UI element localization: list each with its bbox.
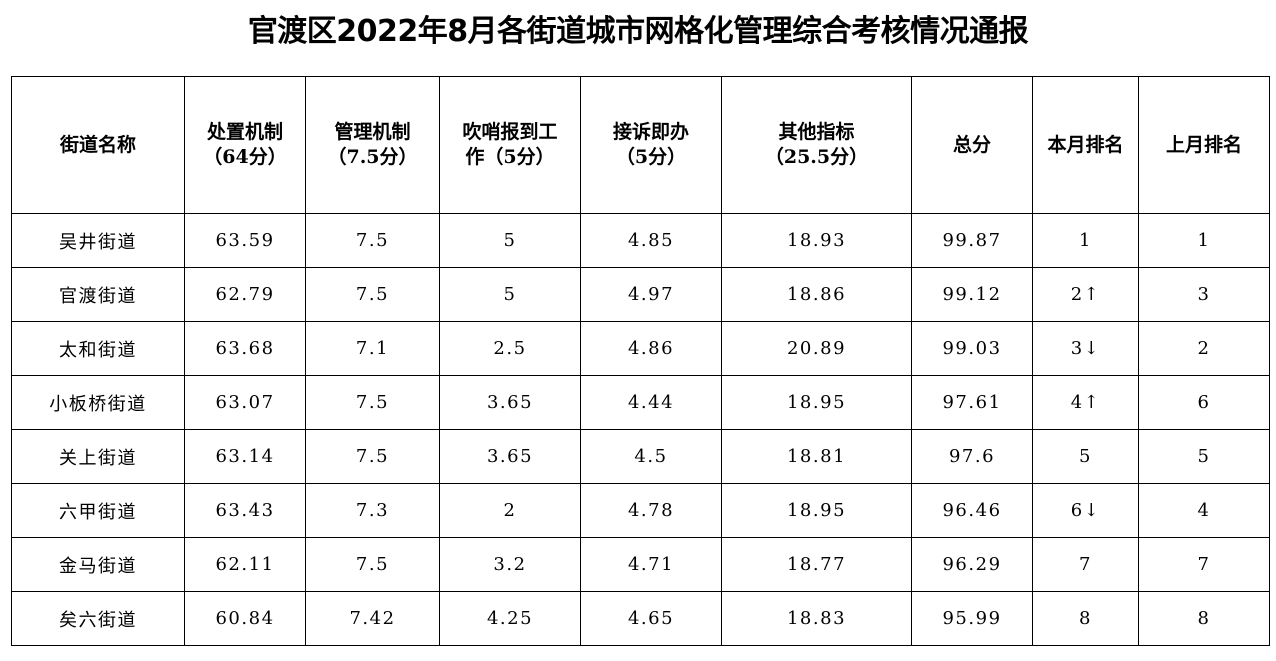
cell-other-score: 18.86 [721,267,912,322]
cell-management-score: 7.5 [305,267,440,322]
header-rank-previous: 上月排名 [1138,76,1270,214]
header-response: 接诉即办 （5分） [580,76,722,214]
table-row: 金马街道 62.11 7.5 3.2 4.71 18.77 96.29 7 7 [11,537,1270,592]
cell-response-score: 4.44 [580,375,722,430]
cell-whistle-score: 5 [439,213,581,268]
cell-rank-current: 6↓ [1032,483,1139,538]
ranking-table: 街道名称 处置机制 （64分） 管理机制 （7.5分） 吹哨报到工 作（5分） 接诉即… [11,76,1270,646]
cell-response-score: 4.71 [580,537,722,592]
cell-total-score: 96.29 [911,537,1033,592]
cell-rank-previous: 3 [1138,267,1270,322]
cell-district-name: 太和街道 [11,321,185,376]
cell-disposal-score: 63.68 [184,321,306,376]
header-whistle: 吹哨报到工 作（5分） [439,76,581,214]
cell-rank-previous: 8 [1138,591,1270,646]
cell-district-name: 六甲街道 [11,483,185,538]
cell-other-score: 18.95 [721,483,912,538]
cell-response-score: 4.97 [580,267,722,322]
cell-whistle-score: 3.2 [439,537,581,592]
cell-management-score: 7.5 [305,213,440,268]
cell-rank-previous: 6 [1138,375,1270,430]
cell-other-score: 18.77 [721,537,912,592]
header-other: 其他指标 （25.5分） [721,76,912,214]
cell-response-score: 4.86 [580,321,722,376]
table-row: 吴井街道 63.59 7.5 5 4.85 18.93 99.87 1 1 [11,213,1270,268]
cell-rank-current: 8 [1032,591,1139,646]
page-title: 官渡区2022年8月各街道城市网格化管理综合考核情况通报 [247,14,1029,49]
cell-whistle-score: 4.25 [439,591,581,646]
cell-rank-previous: 5 [1138,429,1270,484]
cell-rank-previous: 7 [1138,537,1270,592]
table-row: 小板桥街道 63.07 7.5 3.65 4.44 18.95 97.61 4↑ 6 [11,375,1270,430]
cell-response-score: 4.5 [580,429,722,484]
table-row: 太和街道 63.68 7.1 2.5 4.86 20.89 99.03 3↓ 2 [11,321,1270,376]
cell-other-score: 18.95 [721,375,912,430]
cell-district-name: 官渡街道 [11,267,185,322]
cell-whistle-score: 5 [439,267,581,322]
cell-other-score: 18.83 [721,591,912,646]
cell-disposal-score: 63.14 [184,429,306,484]
cell-other-score: 18.93 [721,213,912,268]
cell-total-score: 95.99 [911,591,1033,646]
table-header-row: 街道名称 处置机制 （64分） 管理机制 （7.5分） 吹哨报到工 作（5分） 接诉即… [11,76,1270,214]
cell-disposal-score: 62.11 [184,537,306,592]
cell-district-name: 关上街道 [11,429,185,484]
table-row: 六甲街道 63.43 7.3 2 4.78 18.95 96.46 6↓ 4 [11,483,1270,538]
cell-total-score: 99.03 [911,321,1033,376]
cell-rank-current: 7 [1032,537,1139,592]
table-row: 矣六街道 60.84 7.42 4.25 4.65 18.83 95.99 8 8 [11,591,1270,646]
header-total: 总分 [911,76,1033,214]
cell-rank-current: 3↓ [1032,321,1139,376]
cell-management-score: 7.5 [305,375,440,430]
cell-rank-previous: 1 [1138,213,1270,268]
header-district: 街道名称 [11,76,185,214]
cell-total-score: 99.12 [911,267,1033,322]
cell-rank-current: 1 [1032,213,1139,268]
cell-whistle-score: 3.65 [439,375,581,430]
cell-response-score: 4.65 [580,591,722,646]
cell-disposal-score: 63.59 [184,213,306,268]
header-rank-current: 本月排名 [1032,76,1139,214]
header-management: 管理机制 （7.5分） [305,76,440,214]
cell-response-score: 4.78 [580,483,722,538]
cell-disposal-score: 63.07 [184,375,306,430]
cell-total-score: 99.87 [911,213,1033,268]
cell-rank-current: 2↑ [1032,267,1139,322]
cell-whistle-score: 2 [439,483,581,538]
cell-district-name: 矣六街道 [11,591,185,646]
cell-disposal-score: 62.79 [184,267,306,322]
cell-whistle-score: 2.5 [439,321,581,376]
cell-rank-current: 4↑ [1032,375,1139,430]
cell-management-score: 7.5 [305,429,440,484]
cell-management-score: 7.1 [305,321,440,376]
cell-district-name: 金马街道 [11,537,185,592]
table-row: 关上街道 63.14 7.5 3.65 4.5 18.81 97.6 5 5 [11,429,1270,484]
cell-district-name: 小板桥街道 [11,375,185,430]
cell-management-score: 7.5 [305,537,440,592]
cell-other-score: 18.81 [721,429,912,484]
cell-total-score: 97.61 [911,375,1033,430]
cell-management-score: 7.3 [305,483,440,538]
cell-rank-previous: 4 [1138,483,1270,538]
cell-other-score: 20.89 [721,321,912,376]
cell-total-score: 96.46 [911,483,1033,538]
header-disposal: 处置机制 （64分） [184,76,306,214]
cell-management-score: 7.42 [305,591,440,646]
cell-rank-current: 5 [1032,429,1139,484]
cell-disposal-score: 60.84 [184,591,306,646]
cell-district-name: 吴井街道 [11,213,185,268]
table-row: 官渡街道 62.79 7.5 5 4.97 18.86 99.12 2↑ 3 [11,267,1270,322]
cell-total-score: 97.6 [911,429,1033,484]
cell-disposal-score: 63.43 [184,483,306,538]
cell-rank-previous: 2 [1138,321,1270,376]
cell-whistle-score: 3.65 [439,429,581,484]
cell-response-score: 4.85 [580,213,722,268]
